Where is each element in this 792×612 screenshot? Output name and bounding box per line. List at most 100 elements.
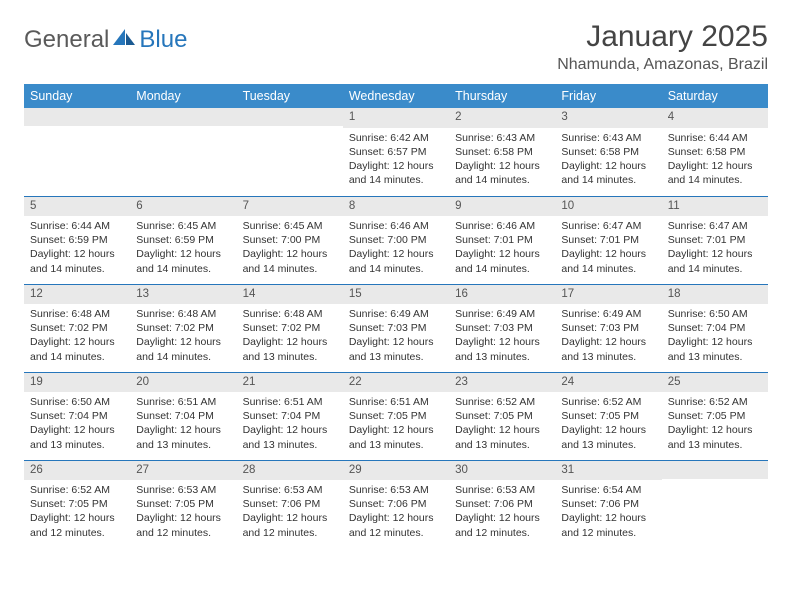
day-content: Sunrise: 6:47 AMSunset: 7:01 PMDaylight:… [662,216,768,280]
daylight-text: Daylight: 12 hours and 13 minutes. [668,335,762,363]
calendar-day-cell [662,460,768,548]
daylight-text: Daylight: 12 hours and 13 minutes. [561,335,655,363]
calendar-week-row: 5Sunrise: 6:44 AMSunset: 6:59 PMDaylight… [24,196,768,284]
day-number: 12 [24,285,130,305]
sunrise-text: Sunrise: 6:45 AM [136,219,230,233]
calendar-day-cell: 28Sunrise: 6:53 AMSunset: 7:06 PMDayligh… [237,460,343,548]
calendar-day-cell: 30Sunrise: 6:53 AMSunset: 7:06 PMDayligh… [449,460,555,548]
sunset-text: Sunset: 7:00 PM [243,233,337,247]
day-content: Sunrise: 6:50 AMSunset: 7:04 PMDaylight:… [24,392,130,456]
day-number: 4 [662,108,768,128]
day-content: Sunrise: 6:53 AMSunset: 7:06 PMDaylight:… [449,480,555,544]
calendar-day-cell: 25Sunrise: 6:52 AMSunset: 7:05 PMDayligh… [662,372,768,460]
calendar-day-cell: 1Sunrise: 6:42 AMSunset: 6:57 PMDaylight… [343,108,449,196]
daylight-text: Daylight: 12 hours and 14 minutes. [561,159,655,187]
daylight-text: Daylight: 12 hours and 13 minutes. [349,423,443,451]
sunrise-text: Sunrise: 6:44 AM [30,219,124,233]
daylight-text: Daylight: 12 hours and 12 minutes. [136,511,230,539]
calendar-day-cell [24,108,130,196]
sunset-text: Sunset: 7:02 PM [243,321,337,335]
daylight-text: Daylight: 12 hours and 13 minutes. [349,335,443,363]
daylight-text: Daylight: 12 hours and 14 minutes. [243,247,337,275]
calendar-day-cell: 23Sunrise: 6:52 AMSunset: 7:05 PMDayligh… [449,372,555,460]
sunset-text: Sunset: 6:57 PM [349,145,443,159]
calendar-day-cell: 17Sunrise: 6:49 AMSunset: 7:03 PMDayligh… [555,284,661,372]
daylight-text: Daylight: 12 hours and 12 minutes. [561,511,655,539]
sunrise-text: Sunrise: 6:49 AM [349,307,443,321]
day-content: Sunrise: 6:43 AMSunset: 6:58 PMDaylight:… [449,128,555,192]
sunset-text: Sunset: 7:01 PM [561,233,655,247]
day-content: Sunrise: 6:46 AMSunset: 7:00 PMDaylight:… [343,216,449,280]
day-content: Sunrise: 6:49 AMSunset: 7:03 PMDaylight:… [449,304,555,368]
daylight-text: Daylight: 12 hours and 14 minutes. [30,335,124,363]
calendar-day-cell [130,108,236,196]
calendar-day-cell: 9Sunrise: 6:46 AMSunset: 7:01 PMDaylight… [449,196,555,284]
daylight-text: Daylight: 12 hours and 13 minutes. [243,335,337,363]
calendar-day-cell: 4Sunrise: 6:44 AMSunset: 6:58 PMDaylight… [662,108,768,196]
brand-part1: General [24,26,109,54]
calendar-header-row: SundayMondayTuesdayWednesdayThursdayFrid… [24,84,768,108]
sunrise-text: Sunrise: 6:52 AM [668,395,762,409]
day-content: Sunrise: 6:54 AMSunset: 7:06 PMDaylight:… [555,480,661,544]
location-subtitle: Nhamunda, Amazonas, Brazil [557,56,768,74]
sunrise-text: Sunrise: 6:44 AM [668,131,762,145]
sunrise-text: Sunrise: 6:43 AM [561,131,655,145]
calendar-day-cell: 24Sunrise: 6:52 AMSunset: 7:05 PMDayligh… [555,372,661,460]
sunrise-text: Sunrise: 6:53 AM [136,483,230,497]
calendar-day-cell: 13Sunrise: 6:48 AMSunset: 7:02 PMDayligh… [130,284,236,372]
day-number: 10 [555,197,661,217]
day-number [662,461,768,479]
sunset-text: Sunset: 7:05 PM [349,409,443,423]
day-content: Sunrise: 6:52 AMSunset: 7:05 PMDaylight:… [555,392,661,456]
calendar-day-cell [237,108,343,196]
day-number: 11 [662,197,768,217]
day-content: Sunrise: 6:52 AMSunset: 7:05 PMDaylight:… [24,480,130,544]
weekday-header: Sunday [24,84,130,108]
calendar-week-row: 12Sunrise: 6:48 AMSunset: 7:02 PMDayligh… [24,284,768,372]
calendar-day-cell: 16Sunrise: 6:49 AMSunset: 7:03 PMDayligh… [449,284,555,372]
day-number: 5 [24,197,130,217]
day-content: Sunrise: 6:44 AMSunset: 6:58 PMDaylight:… [662,128,768,192]
calendar-day-cell: 20Sunrise: 6:51 AMSunset: 7:04 PMDayligh… [130,372,236,460]
month-title: January 2025 [557,20,768,54]
sunrise-text: Sunrise: 6:43 AM [455,131,549,145]
day-content: Sunrise: 6:49 AMSunset: 7:03 PMDaylight:… [555,304,661,368]
day-number: 29 [343,461,449,481]
sunset-text: Sunset: 6:58 PM [668,145,762,159]
day-number: 1 [343,108,449,128]
sunset-text: Sunset: 7:05 PM [561,409,655,423]
sunset-text: Sunset: 7:06 PM [561,497,655,511]
sunrise-text: Sunrise: 6:50 AM [668,307,762,321]
sail-icon [111,26,137,54]
sunrise-text: Sunrise: 6:47 AM [668,219,762,233]
day-content: Sunrise: 6:51 AMSunset: 7:05 PMDaylight:… [343,392,449,456]
sunrise-text: Sunrise: 6:51 AM [136,395,230,409]
day-number: 24 [555,373,661,393]
daylight-text: Daylight: 12 hours and 13 minutes. [455,423,549,451]
day-number: 9 [449,197,555,217]
day-content: Sunrise: 6:44 AMSunset: 6:59 PMDaylight:… [24,216,130,280]
weekday-header: Monday [130,84,236,108]
day-number [237,108,343,126]
day-number: 7 [237,197,343,217]
weekday-header: Thursday [449,84,555,108]
weekday-header: Wednesday [343,84,449,108]
sunrise-text: Sunrise: 6:53 AM [349,483,443,497]
day-content: Sunrise: 6:46 AMSunset: 7:01 PMDaylight:… [449,216,555,280]
daylight-text: Daylight: 12 hours and 14 minutes. [30,247,124,275]
daylight-text: Daylight: 12 hours and 14 minutes. [136,247,230,275]
sunrise-text: Sunrise: 6:42 AM [349,131,443,145]
calendar-week-row: 1 Sunrise: 6:42 AMSunset: 6:57 PM Daylight… [24,108,768,196]
day-content: Sunrise: 6:51 AMSunset: 7:04 PMDaylight:… [130,392,236,456]
sunset-text: Sunset: 7:03 PM [349,321,443,335]
calendar-day-cell: 3Sunrise: 6:43 AMSunset: 6:58 PMDaylight… [555,108,661,196]
sunrise-text: Sunrise: 6:52 AM [561,395,655,409]
day-content: Sunrise: 6:45 AMSunset: 7:00 PMDaylight:… [237,216,343,280]
sunset-text: Sunset: 7:04 PM [243,409,337,423]
calendar-day-cell: 29Sunrise: 6:53 AMSunset: 7:06 PMDayligh… [343,460,449,548]
calendar-day-cell: 7Sunrise: 6:45 AMSunset: 7:00 PMDaylight… [237,196,343,284]
daylight-text: Daylight: 12 hours and 12 minutes. [243,511,337,539]
day-number: 23 [449,373,555,393]
daylight-text: Daylight: 12 hours and 13 minutes. [455,335,549,363]
calendar-day-cell: 6Sunrise: 6:45 AMSunset: 6:59 PMDaylight… [130,196,236,284]
